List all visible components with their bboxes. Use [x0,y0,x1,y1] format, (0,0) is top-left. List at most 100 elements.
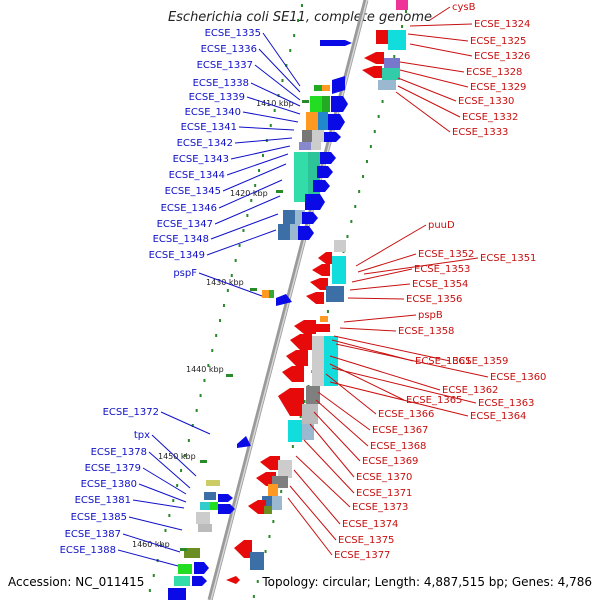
reverse-gene-block[interactable] [378,80,396,90]
right-gene-label[interactable]: ECSE_1324 [474,19,530,30]
left-gene-label[interactable]: ECSE_1345 [165,186,221,197]
right-gene-label[interactable]: pspB [418,310,443,321]
forward-gene-block[interactable] [302,130,312,142]
forward-gene-arrow[interactable] [324,132,341,142]
reverse-gene-block[interactable] [388,30,406,50]
reverse-gene-block[interactable] [264,506,272,514]
right-gene-label[interactable]: ECSE_1369 [362,456,418,467]
left-gene-label[interactable]: tpx [134,430,150,441]
right-gene-label[interactable]: puuD [428,220,455,231]
right-gene-label[interactable]: ECSE_1356 [406,294,462,305]
forward-gene-block[interactable] [204,492,216,500]
left-gene-label[interactable]: ECSE_1335 [205,28,261,39]
left-gene-label[interactable]: ECSE_1336 [201,44,257,55]
reverse-gene-arrow[interactable] [362,66,382,78]
forward-gene-block[interactable] [314,85,322,91]
reverse-gene-arrow[interactable] [234,540,252,558]
right-gene-label[interactable]: ECSE_1359 [452,356,508,367]
reverse-gene-arrow[interactable] [282,366,304,382]
reverse-gene-block[interactable] [316,324,330,332]
right-gene-label[interactable]: ECSE_1354 [412,279,468,290]
left-gene-label[interactable]: ECSE_1388 [60,545,116,556]
forward-gene-arrow[interactable] [194,562,209,574]
left-gene-label[interactable]: ECSE_1337 [197,60,253,71]
forward-gene-block[interactable] [278,224,290,240]
right-gene-label[interactable]: ECSE_1362 [442,385,498,396]
left-gene-label[interactable]: ECSE_1381 [75,495,131,506]
left-gene-label[interactable]: ECSE_1339 [189,92,245,103]
reverse-gene-arrow[interactable] [312,264,330,276]
forward-gene-block[interactable] [299,142,311,150]
right-gene-label[interactable]: ECSE_1332 [462,112,518,123]
forward-gene-block[interactable] [174,576,190,586]
reverse-gene-block[interactable] [376,30,388,44]
forward-gene-block[interactable] [206,480,220,486]
forward-gene-block[interactable] [312,130,324,142]
right-gene-label[interactable]: ECSE_1353 [414,264,470,275]
forward-gene-arrow[interactable] [317,166,333,178]
left-gene-label[interactable]: ECSE_1387 [65,529,121,540]
right-gene-label[interactable]: ECSE_1333 [452,127,508,138]
reverse-gene-arrow[interactable] [318,252,332,264]
reverse-gene-block[interactable] [306,386,320,404]
forward-gene-block[interactable] [198,524,212,532]
right-gene-label[interactable]: ECSE_1373 [352,502,408,513]
reverse-gene-arrow[interactable] [294,320,316,334]
reverse-gene-block[interactable] [302,424,314,440]
forward-gene-arrow[interactable] [237,436,251,448]
left-gene-label[interactable]: ECSE_1347 [157,219,213,230]
left-gene-label[interactable]: ECSE_1349 [149,250,205,261]
reverse-gene-block[interactable] [278,460,292,478]
reverse-gene-block[interactable] [250,552,264,570]
right-gene-label[interactable]: ECSE_1370 [356,472,412,483]
forward-gene-block[interactable] [269,290,274,298]
right-gene-label[interactable]: ECSE_1352 [418,249,474,260]
left-gene-label[interactable]: ECSE_1340 [185,107,241,118]
left-gene-label[interactable]: ECSE_1343 [173,154,229,165]
reverse-gene-block[interactable] [262,496,272,510]
reverse-gene-arrow[interactable] [278,388,304,416]
reverse-gene-arrow[interactable] [290,334,312,350]
reverse-gene-arrow[interactable] [286,350,308,366]
reverse-gene-arrow[interactable] [260,456,280,470]
forward-gene-block[interactable] [311,142,321,150]
reverse-gene-block[interactable] [312,336,324,386]
forward-gene-arrow[interactable] [218,504,235,514]
reverse-gene-block[interactable] [382,68,400,80]
left-gene-label[interactable]: ECSE_1385 [71,512,127,523]
forward-gene-arrow[interactable] [320,40,352,46]
right-gene-label[interactable]: ECSE_1374 [342,519,398,530]
forward-gene-block[interactable] [295,210,305,224]
forward-gene-block[interactable] [262,290,269,298]
right-gene-label[interactable]: ECSE_1358 [398,326,454,337]
right-gene-label[interactable]: ECSE_1371 [356,488,412,499]
forward-gene-block[interactable] [310,96,322,112]
reverse-gene-block[interactable] [320,316,328,322]
reverse-gene-block[interactable] [268,484,278,496]
left-gene-label[interactable]: ECSE_1379 [85,463,141,474]
left-gene-label[interactable]: pspF [173,268,197,279]
forward-gene-block[interactable] [178,564,192,574]
right-gene-label[interactable]: ECSE_1365 [406,395,462,406]
reverse-gene-arrow[interactable] [248,500,266,514]
left-gene-label[interactable]: ECSE_1344 [169,170,225,181]
forward-gene-block[interactable] [290,224,300,240]
forward-gene-arrow[interactable] [331,96,348,112]
right-gene-label[interactable]: ECSE_1363 [478,398,534,409]
left-gene-label[interactable]: ECSE_1372 [103,407,159,418]
left-gene-label[interactable]: ECSE_1342 [177,138,233,149]
right-gene-label[interactable]: ECSE_1360 [490,372,546,383]
forward-gene-arrow[interactable] [332,76,345,94]
reverse-gene-block[interactable] [302,404,318,424]
forward-gene-block[interactable] [196,512,210,524]
forward-gene-block[interactable] [283,210,295,224]
reverse-gene-arrow[interactable] [310,278,328,290]
reverse-gene-arrow[interactable] [256,472,276,486]
reverse-gene-block[interactable] [324,336,338,386]
left-gene-label[interactable]: ECSE_1348 [153,234,209,245]
forward-gene-arrow[interactable] [320,152,336,164]
forward-gene-block[interactable] [294,152,308,202]
reverse-gene-arrow[interactable] [306,292,324,304]
reverse-gene-arrow[interactable] [364,52,384,64]
forward-gene-arrow[interactable] [298,226,314,240]
